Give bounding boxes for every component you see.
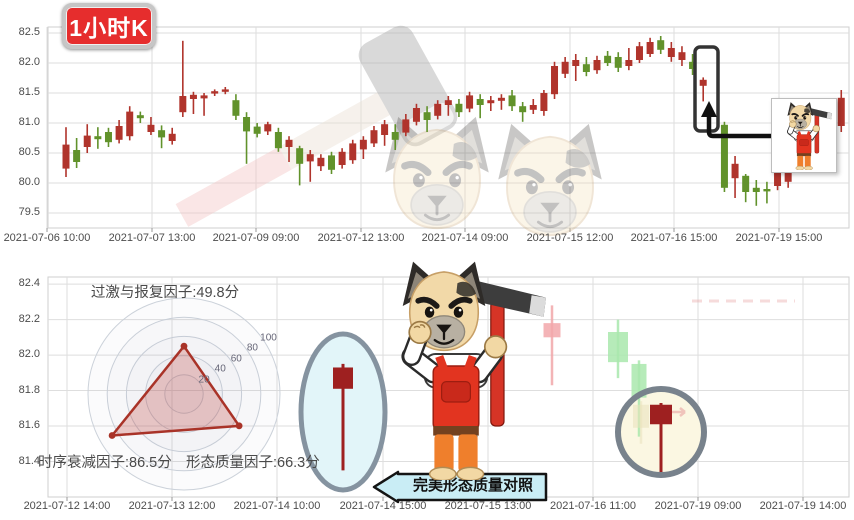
candle	[582, 64, 590, 72]
candle	[62, 144, 70, 169]
candle	[243, 117, 251, 132]
mascot-inset-thumbnail	[771, 98, 837, 173]
candle	[625, 60, 633, 66]
candle	[635, 46, 643, 60]
candle	[221, 89, 229, 92]
candle	[543, 323, 561, 338]
callout-label: 完美形态质量对照	[412, 477, 533, 494]
candle	[646, 42, 654, 54]
candle	[529, 105, 537, 110]
candle	[73, 150, 81, 162]
candle	[381, 124, 389, 135]
timeframe-badge-label: 1小时K	[69, 15, 149, 41]
candle	[296, 148, 304, 164]
radar-factor-label-overreaction: 过激与报复因子:49.8分	[90, 285, 240, 301]
candle	[253, 126, 261, 134]
candle	[370, 130, 378, 144]
candle	[593, 60, 601, 71]
candle	[274, 132, 282, 149]
candle	[667, 48, 675, 57]
candle	[434, 103, 442, 116]
candle	[333, 367, 353, 389]
highlight-box	[693, 45, 720, 133]
candle	[349, 143, 357, 161]
annotation-layer	[298, 45, 773, 493]
dog-head-watermark-icon	[498, 124, 601, 235]
candle	[306, 154, 314, 162]
candle	[104, 132, 112, 143]
candle	[338, 151, 346, 165]
candle	[147, 124, 155, 132]
pointer-arrow	[706, 114, 773, 139]
candle	[391, 132, 399, 140]
candle	[633, 404, 649, 428]
candle	[604, 55, 612, 63]
candle	[551, 66, 559, 95]
candle	[608, 332, 628, 363]
candle	[126, 111, 134, 137]
candle	[115, 126, 123, 140]
candle	[359, 139, 367, 150]
candle	[731, 163, 739, 179]
candle	[136, 115, 144, 119]
candle	[94, 136, 102, 140]
candle	[285, 139, 293, 147]
candle	[423, 112, 431, 120]
radar-factor-label-time-decay: 时序衰减因子:86.5分	[38, 455, 172, 471]
candle	[572, 60, 580, 66]
candle	[487, 100, 495, 104]
perfect-pattern-callout: 完美形态质量对照	[372, 466, 550, 504]
candle	[328, 155, 335, 170]
faint-arrow-icon	[672, 407, 686, 417]
candle	[412, 108, 420, 122]
candle	[689, 61, 697, 69]
candle	[83, 135, 91, 147]
candle	[264, 124, 272, 132]
candle	[720, 124, 728, 188]
actual-pattern-circle-ring	[615, 386, 707, 478]
candle	[508, 95, 516, 107]
candle	[189, 94, 197, 99]
candle	[158, 130, 166, 138]
candle	[631, 363, 647, 398]
radar-chart	[87, 297, 281, 491]
candle	[179, 96, 187, 113]
candle	[837, 97, 845, 126]
candle	[497, 97, 505, 101]
perfect-pattern-ellipse-ring	[298, 331, 388, 493]
timeframe-badge: 1小时K	[62, 3, 156, 49]
radar-factor-label-pattern-quality: 形态质量因子:66.3分	[186, 455, 320, 471]
candle	[402, 119, 410, 133]
candle	[561, 61, 569, 74]
candle	[444, 100, 452, 105]
candle	[774, 172, 782, 186]
candle	[752, 187, 760, 192]
candle	[650, 404, 672, 425]
candle	[657, 40, 665, 50]
candle	[699, 79, 707, 86]
mascot-inset-icon	[776, 101, 832, 170]
candle	[168, 133, 176, 141]
candle	[540, 93, 548, 111]
candle	[519, 106, 527, 113]
candle	[200, 95, 208, 99]
dog-mascot	[366, 258, 546, 480]
candle	[466, 95, 474, 109]
watermark-layer	[175, 25, 602, 235]
pointer-arrowhead-icon	[701, 101, 717, 117]
candle	[211, 91, 219, 94]
candle	[232, 100, 240, 116]
candle	[763, 189, 771, 192]
candle	[476, 99, 484, 105]
candle	[614, 57, 622, 68]
candle	[742, 175, 750, 192]
dog-head-watermark-icon	[385, 117, 488, 228]
candle	[678, 52, 686, 60]
candle	[317, 157, 325, 167]
callout-arrow-shape	[372, 470, 548, 504]
candle	[455, 103, 463, 113]
